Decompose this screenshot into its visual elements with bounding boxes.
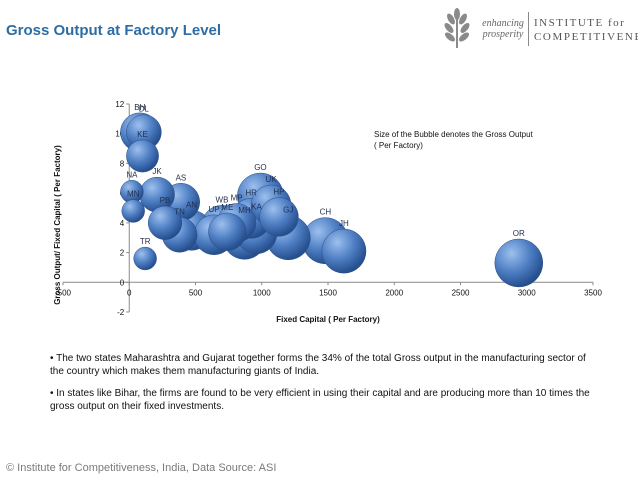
y-axis-title: Gross Output/ Fixed Capital ( Per Factor… xyxy=(53,145,62,305)
bubble-jh xyxy=(321,228,367,274)
bubble-label-jk: JK xyxy=(152,167,162,176)
bubble-label-mp: MP xyxy=(231,193,243,202)
institute-logo: enhancing prosperity INSTITUTE for COMPETI… xyxy=(438,6,638,52)
x-tick-label: 3000 xyxy=(518,288,536,297)
y-tick-label: 4 xyxy=(120,219,125,228)
bubble-label-ch: CH xyxy=(320,208,332,217)
chart-note-box xyxy=(368,124,518,156)
bubble-label-uk: UK xyxy=(265,175,277,184)
bubble-hp xyxy=(259,197,299,237)
x-tick-label: 3500 xyxy=(584,288,602,297)
x-axis-title: Fixed Capital ( Per Factory) xyxy=(276,315,380,324)
x-tick-label: -500 xyxy=(55,288,72,297)
y-tick-label: 8 xyxy=(120,159,125,168)
logo-tagline: enhancing prosperity xyxy=(482,18,524,40)
bubble-label-ka: KA xyxy=(251,203,262,212)
bubble-label-pb: PB xyxy=(160,196,171,205)
bubble-label-wb: WB xyxy=(216,195,229,204)
bubble-tr xyxy=(133,246,157,271)
x-tick-label: 2000 xyxy=(385,288,403,297)
bubble-label-mh: MH xyxy=(238,206,251,215)
bubble-label-jh: JH xyxy=(339,219,349,228)
bubble-chart: -5000500100015002000250030003500-2024681… xyxy=(53,100,602,324)
bubble-or xyxy=(494,238,544,288)
bubble-label-me: ME xyxy=(221,203,233,212)
bubble-label-an: AN xyxy=(186,200,197,209)
bubble-label-na: NA xyxy=(126,170,138,179)
slide-title: Gross Output at Factory Level xyxy=(6,22,222,39)
y-tick-label: 10 xyxy=(115,130,124,139)
bubble-label-as: AS xyxy=(176,173,187,182)
chart-note-line: Size of the Bubble denotes the Gross Out… xyxy=(374,130,534,139)
bubble-label-mn: MN xyxy=(127,190,140,199)
bubble-ke xyxy=(126,139,159,173)
bubble-label-tn: TN xyxy=(174,207,185,216)
chart-note: Size of the Bubble denotes the Gross Out… xyxy=(374,130,534,150)
bullet-notes: • The two states Maharashtra and Gujarat… xyxy=(50,352,590,422)
x-tick-label: 2500 xyxy=(452,288,470,297)
x-tick-label: 1000 xyxy=(253,288,271,297)
wheat-leaf-icon xyxy=(444,8,470,48)
bubble-label-up: UP xyxy=(208,205,219,214)
y-tick-label: 2 xyxy=(120,249,125,258)
bullet-2: • In states like Bihar, the firms are fo… xyxy=(50,388,590,412)
chart-bubbles xyxy=(120,112,544,288)
bubble-label-tr: TR xyxy=(140,237,151,246)
chart-note-line: ( Per Factory) xyxy=(374,141,423,150)
bubble-label-gj: GJ xyxy=(283,206,293,215)
bubble-label-bh: BH xyxy=(134,103,145,112)
bubble-me xyxy=(208,212,247,251)
logo-org-name: INSTITUTE forCOMPETITIVENESS xyxy=(534,17,638,43)
bubble-label-hr: HR xyxy=(245,188,257,197)
bubble-label-or: OR xyxy=(513,229,525,238)
bullet-1: • The two states Maharashtra and Gujarat… xyxy=(50,353,586,377)
y-tick-label: 0 xyxy=(120,278,125,287)
y-tick-label: -2 xyxy=(117,308,125,317)
bubble-label-dl: DL xyxy=(139,105,150,114)
bubble-mn xyxy=(121,199,145,223)
x-tick-label: 1500 xyxy=(319,288,337,297)
bubble-label-hp: HP xyxy=(273,188,284,197)
x-tick-label: 500 xyxy=(189,288,203,297)
x-tick-label: 0 xyxy=(127,288,132,297)
y-tick-label: 12 xyxy=(115,100,124,109)
bubble-pb xyxy=(147,205,183,240)
footer-source: © Institute for Competitiveness, India, … xyxy=(6,462,277,474)
bubble-label-ke: KE xyxy=(137,130,148,139)
logo-divider xyxy=(528,12,529,46)
bubble-label-go: GO xyxy=(254,163,266,172)
